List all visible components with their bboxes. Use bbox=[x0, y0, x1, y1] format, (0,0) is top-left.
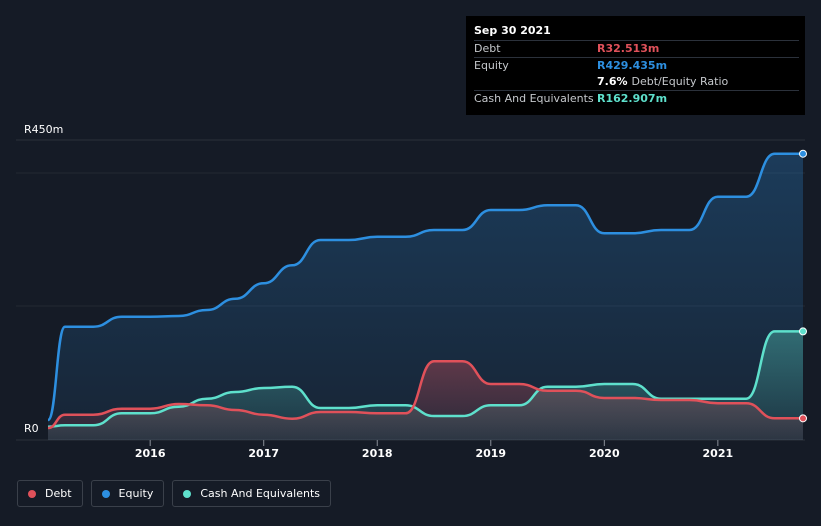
equity-endpoint bbox=[799, 149, 807, 158]
x-tick-label-2018: 2018 bbox=[362, 447, 393, 460]
chart-legend: Debt Equity Cash And Equivalents bbox=[17, 480, 331, 507]
tooltip-row-debt: Debt R32.513m bbox=[474, 40, 799, 57]
tooltip-row-ratio: 7.6% Debt/Equity Ratio bbox=[474, 74, 799, 90]
series-lines bbox=[46, 152, 803, 430]
equity-area bbox=[48, 153, 803, 440]
x-tick-label-2019: 2019 bbox=[475, 447, 506, 460]
debt-endpoint bbox=[799, 414, 807, 423]
legend-item-debt[interactable]: Debt bbox=[17, 480, 83, 507]
tooltip-equity-value: R429.435m bbox=[597, 59, 668, 72]
series-areas bbox=[48, 153, 803, 440]
x-axis-ticks: 2016 2017 2018 2019 2020 2021 bbox=[135, 440, 733, 460]
legend-equity-label: Equity bbox=[118, 487, 154, 500]
legend-debt-dot bbox=[28, 489, 36, 498]
legend-item-cash[interactable]: Cash And Equivalents bbox=[172, 480, 331, 507]
tooltip-cash-value: R162.907m bbox=[597, 92, 668, 105]
data-tooltip: Sep 30 2021 Debt R32.513m Equity R429.43… bbox=[466, 16, 805, 115]
tooltip-cash-label: Cash And Equivalents bbox=[474, 92, 594, 105]
tooltip-date: Sep 30 2021 bbox=[474, 24, 551, 37]
legend-cash-label: Cash And Equivalents bbox=[200, 487, 320, 500]
tooltip-ratio-label: Debt/Equity Ratio bbox=[631, 75, 729, 88]
tooltip-debt-value: R32.513m bbox=[597, 42, 660, 55]
y-axis-bottom-label: R0 bbox=[24, 422, 39, 435]
equity-line bbox=[46, 152, 803, 422]
x-tick-label-2021: 2021 bbox=[703, 447, 734, 460]
x-tick-label-2016: 2016 bbox=[135, 447, 166, 460]
legend-equity-dot bbox=[101, 489, 110, 498]
tooltip-ratio-value: 7.6% bbox=[597, 75, 628, 88]
x-tick-label-2017: 2017 bbox=[248, 447, 279, 460]
tooltip-row-equity: Equity R429.435m bbox=[474, 57, 799, 74]
series-endpoints bbox=[799, 149, 807, 423]
legend-item-equity[interactable]: Equity bbox=[90, 480, 165, 507]
legend-cash-dot bbox=[183, 489, 192, 498]
cash-and-equivalents-line bbox=[47, 330, 803, 428]
tooltip-equity-label: Equity bbox=[474, 59, 509, 72]
debt-line bbox=[47, 360, 803, 430]
cash-and-equivalents-endpoint bbox=[799, 327, 807, 336]
debt-area bbox=[48, 361, 803, 440]
y-axis-top-label: R450m bbox=[24, 123, 63, 136]
x-tick-label-2020: 2020 bbox=[589, 447, 620, 460]
tooltip-debt-label: Debt bbox=[474, 42, 501, 55]
legend-debt-label: Debt bbox=[45, 487, 72, 500]
tooltip-row-cash: Cash And Equivalents R162.907m bbox=[474, 90, 799, 107]
